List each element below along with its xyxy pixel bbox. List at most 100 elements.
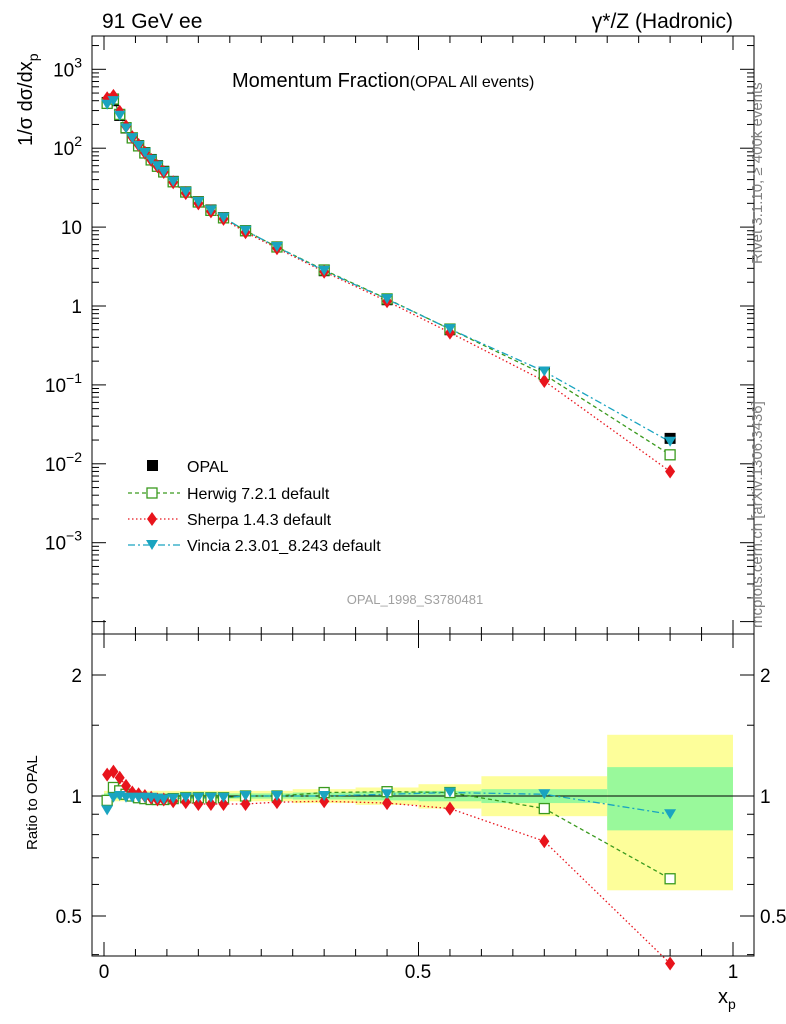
ratio-tick-left-2: 2 [71, 666, 82, 687]
y-axis-label-top: 1/σ dσ/dxp [15, 53, 41, 146]
legend-label-herwig: Herwig 7.2.1 default [187, 486, 330, 503]
x-axis-label: xp [718, 986, 736, 1012]
ratio-point-sherpa [382, 796, 393, 811]
ratio-point-herwig [664, 873, 676, 885]
y-tick-label-top: 10−1 [45, 370, 82, 397]
ratio-plot-frame [91, 633, 755, 957]
point-vincia [270, 241, 283, 252]
analysis-id: OPAL_1998_S3780481 [347, 592, 483, 607]
side-label-rivet: Rivet 3.1.10, ≥ 400k events [749, 82, 766, 264]
point-vincia [664, 436, 677, 447]
ratio-point-sherpa [114, 770, 125, 785]
ratio-point-vincia [239, 791, 252, 801]
legend-marker-vincia [146, 540, 158, 550]
point-vincia [443, 324, 456, 335]
y-tick-labels-top: 10−3 10−2 10−1 1 10 102 103 104 [45, 0, 82, 555]
series-line-herwig [106, 98, 671, 456]
ratio-tick-left-1: 1 [71, 787, 82, 808]
header-left: 91 GeV ee [102, 10, 202, 33]
y-tick-label-top: 102 [53, 133, 82, 160]
x-tick-1: 1 [728, 962, 739, 983]
ratio-point-sherpa [108, 764, 119, 779]
ratio-point-sherpa [319, 794, 330, 809]
ratio-point-sherpa [539, 834, 550, 849]
point-vincia [120, 123, 133, 134]
ratio-tick-left-0.5: 0.5 [56, 907, 82, 928]
y-tick-label-top: 103 [53, 54, 82, 81]
ratio-point-sherpa [665, 956, 676, 971]
point-vincia [107, 96, 120, 107]
series-line-vincia [106, 100, 671, 443]
point-vincia [126, 133, 139, 144]
x-tick-0: 0 [99, 962, 110, 983]
plot-title-sub: (OPAL All events) [410, 74, 535, 91]
point-vincia [151, 161, 164, 172]
ratio-point-vincia [381, 789, 394, 800]
data-series-top [101, 88, 677, 479]
x-axis-ticks [103, 36, 734, 956]
y-tick-label-top: 10 [61, 218, 82, 239]
ratio-point-sherpa [240, 796, 251, 811]
ratio-point-herwig [538, 802, 550, 815]
point-vincia [167, 176, 180, 187]
point-herwig [664, 449, 676, 461]
legend: OPAL Herwig 7.2.1 default Sherpa 1.4.3 d… [128, 459, 381, 555]
point-vincia [239, 225, 252, 236]
ratio-uncertainty-bands [104, 734, 733, 891]
header-right: γ*/Z (Hadronic) [592, 10, 733, 33]
ratio-point-vincia [179, 792, 192, 803]
ratio-point-vincia [538, 789, 551, 800]
legend-label-opal: OPAL [187, 459, 229, 476]
point-vincia [318, 265, 331, 276]
point-vincia [138, 147, 151, 158]
ratio-point-vincia [167, 793, 180, 804]
y-tick-label-top: 1 [71, 297, 82, 318]
legend-marker-herwig [146, 487, 158, 499]
point-vincia [101, 99, 114, 110]
ratio-point-sherpa [205, 796, 216, 811]
x-tick-0.5: 0.5 [405, 962, 431, 983]
point-vincia [538, 366, 551, 377]
band-inner-6 [607, 767, 733, 831]
y-tick-label-top: 10−2 [45, 449, 82, 476]
series-line-sherpa [106, 95, 671, 472]
y-tick-label-top: 104 [53, 0, 82, 2]
ratio-point-vincia [443, 787, 456, 798]
point-vincia [132, 140, 145, 151]
ratio-point-vincia [101, 805, 114, 816]
y-tick-label-top: 10−3 [45, 528, 82, 555]
point-vincia [204, 205, 217, 216]
ratio-point-sherpa [218, 796, 229, 811]
point-vincia [157, 166, 170, 177]
y-axis-label-ratio: Ratio to OPAL [24, 755, 41, 850]
legend-entry-opal: OPAL [147, 459, 229, 476]
legend-entry-sherpa: Sherpa 1.4.3 default [128, 512, 332, 529]
point-vincia [179, 187, 192, 198]
ratio-tick-right-0.5: 0.5 [760, 907, 786, 928]
ratio-point-vincia [204, 792, 217, 803]
legend-marker-sherpa [147, 512, 157, 526]
legend-marker-opal [147, 460, 158, 471]
side-label-mcplots: mcplots.cern.ch [arXiv:1306.3436] [749, 401, 766, 628]
ratio-point-vincia [192, 792, 205, 803]
ratio-tick-right-1: 1 [760, 787, 771, 808]
legend-entry-vincia: Vincia 2.3.01_8.243 default [128, 538, 381, 555]
point-vincia [217, 212, 230, 223]
plot-title: Momentum Fraction(OPAL All events) [232, 70, 534, 92]
point-vincia [145, 154, 158, 165]
point-vincia [113, 110, 126, 121]
y-axis-ticks-top [92, 45, 754, 623]
data-series-ratio [101, 764, 677, 971]
ratio-point-vincia [270, 791, 283, 801]
ratio-point-sherpa [444, 801, 455, 816]
legend-entry-herwig: Herwig 7.2.1 default [128, 486, 330, 503]
ratio-point-vincia [318, 791, 331, 801]
plot-title-main: Momentum Fraction [232, 70, 410, 92]
ratio-point-sherpa [121, 778, 132, 793]
ratio-point-vincia [157, 794, 170, 805]
ratio-point-sherpa [193, 796, 204, 811]
point-sherpa [539, 374, 550, 389]
legend-label-sherpa: Sherpa 1.4.3 default [187, 512, 332, 529]
point-vincia [192, 197, 205, 208]
